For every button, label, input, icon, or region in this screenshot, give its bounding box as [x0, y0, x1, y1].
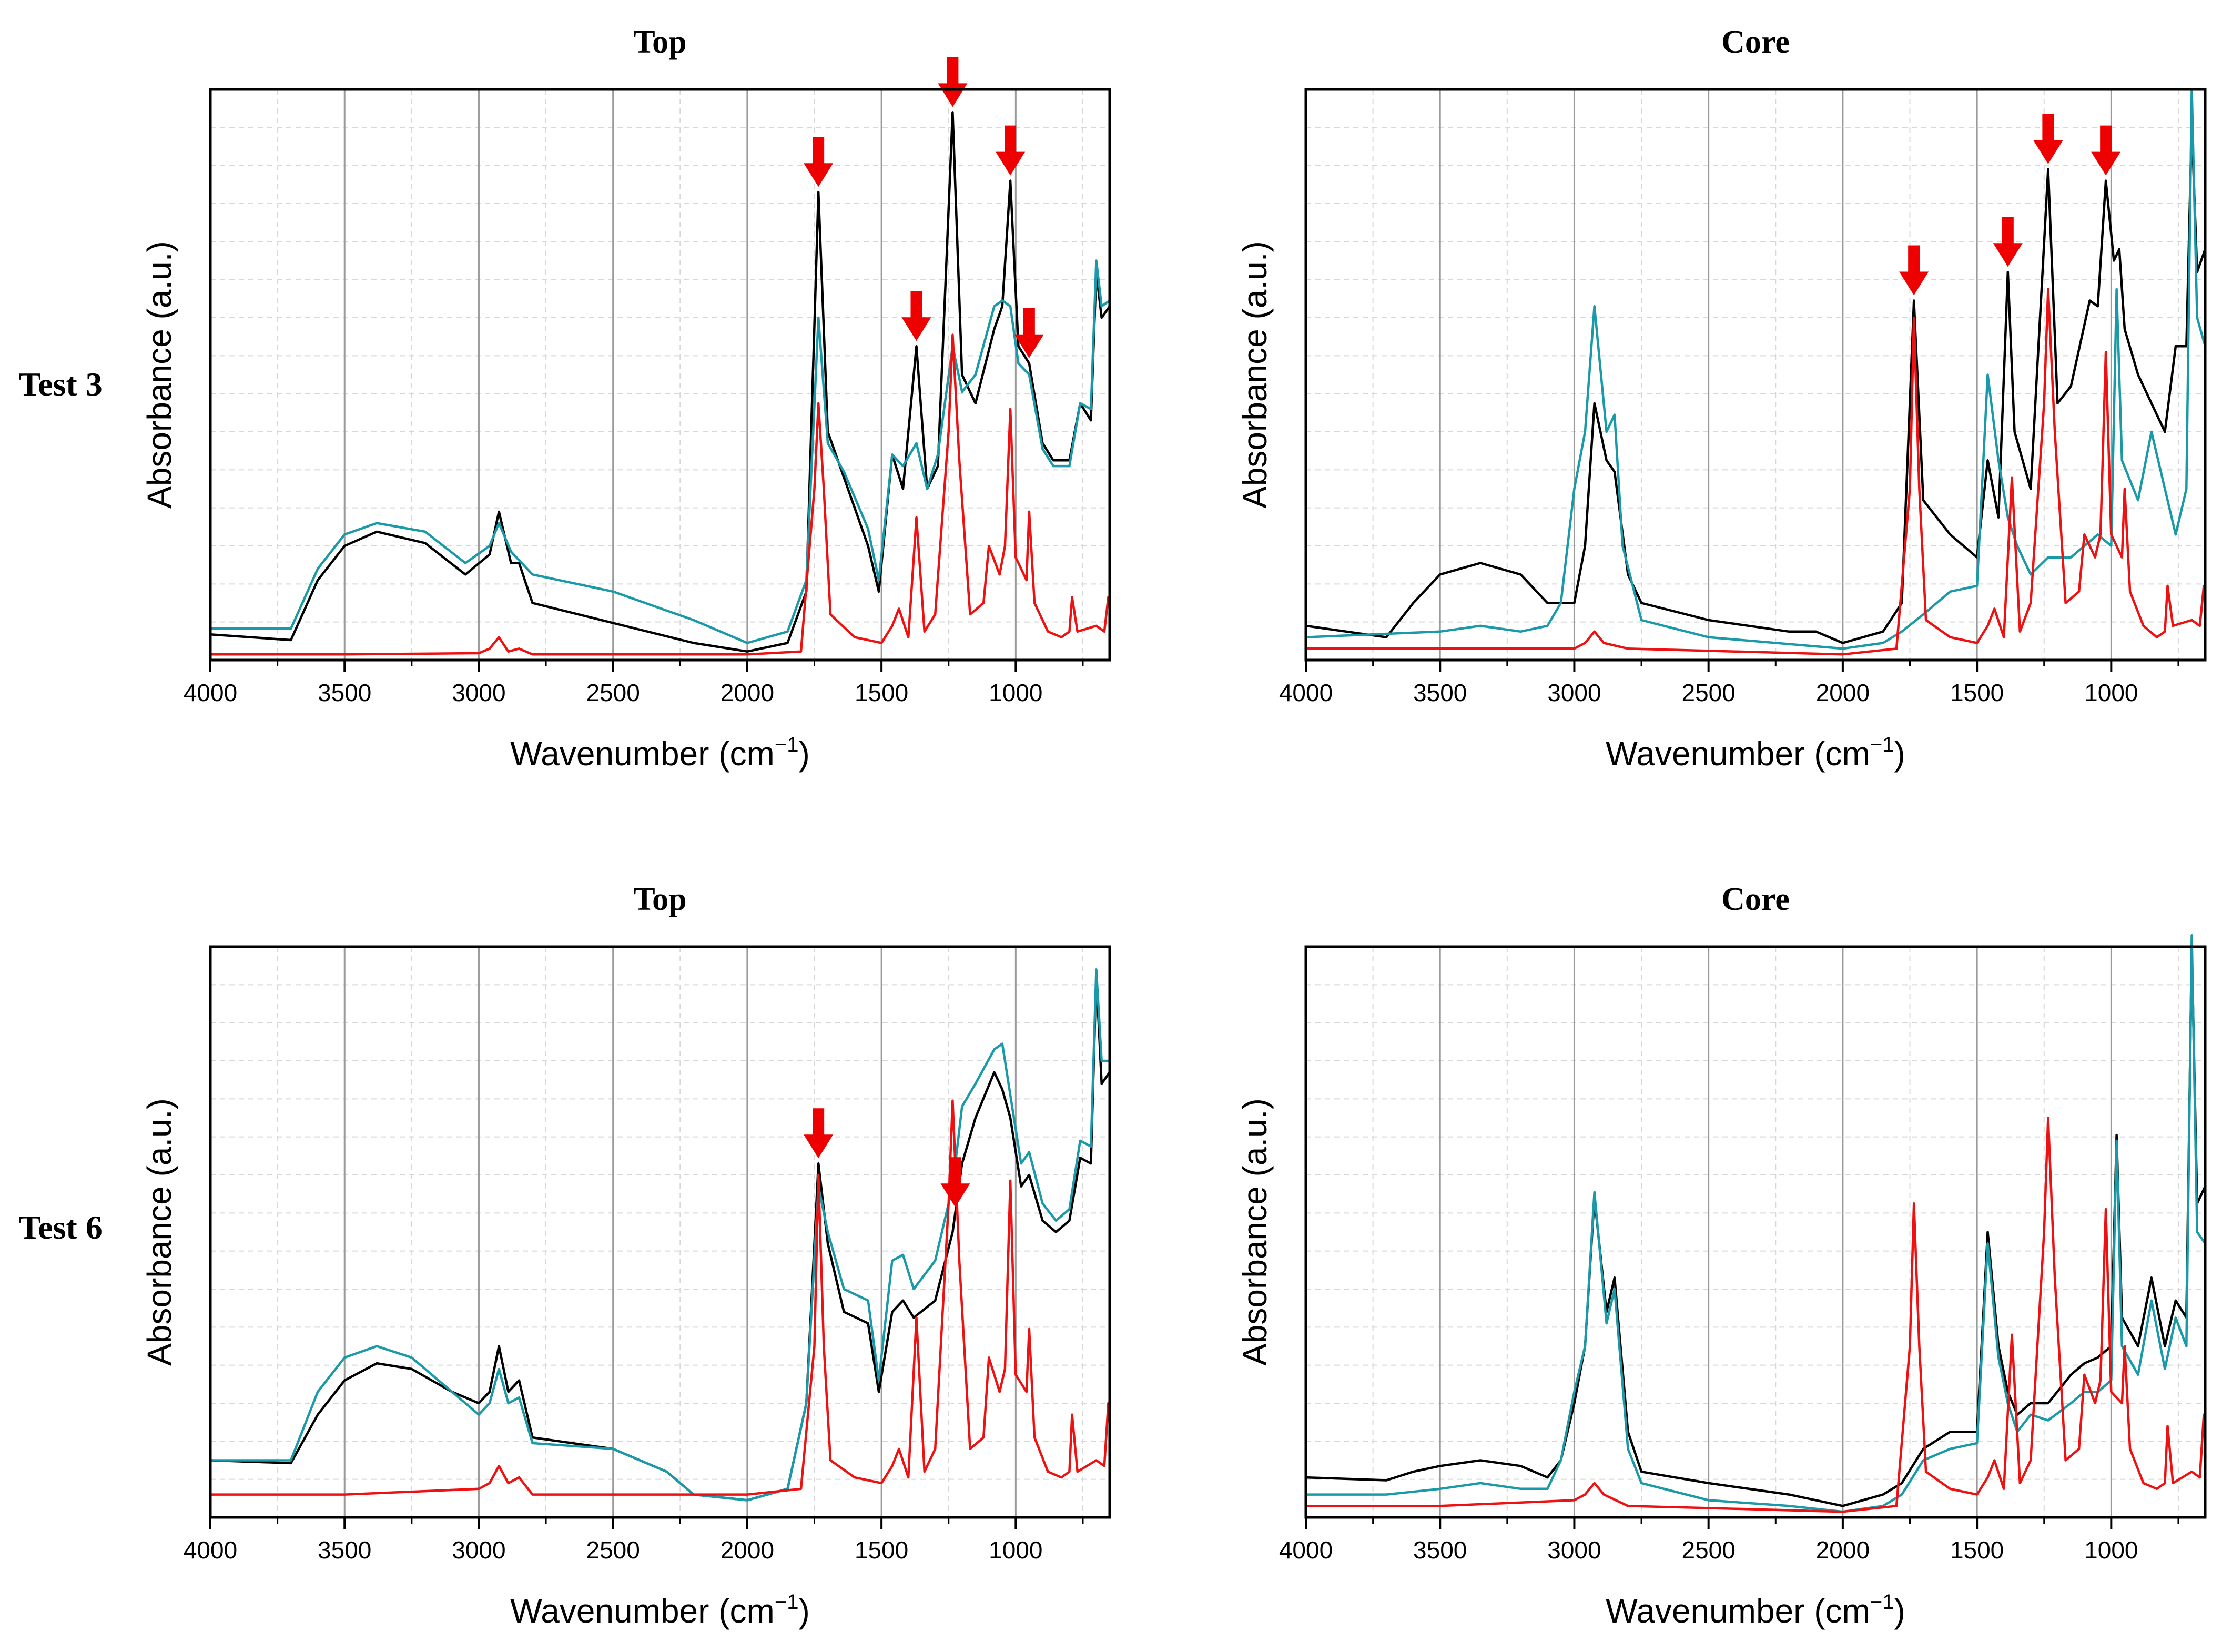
spectrum-series-3 [210, 333, 1111, 656]
spectrum-series-3 [1306, 1117, 2207, 1513]
panel-title: Top [633, 24, 686, 60]
y-axis-title: Absorbance (a.u.) [140, 1098, 178, 1366]
peak-arrow [2091, 125, 2121, 176]
x-tick-label: 4000 [1279, 1536, 1333, 1564]
x-tick-label: 2000 [721, 679, 774, 706]
panel-title: Top [633, 881, 686, 917]
peak-arrow [1899, 245, 1929, 296]
x-tick-label: 3500 [1413, 1536, 1467, 1564]
peak-arrow [804, 137, 834, 187]
panel-title: Core [1721, 24, 1790, 60]
x-tick-label: 3000 [452, 1536, 505, 1564]
row-label-test-6: Test 6 [18, 1209, 102, 1246]
spectrum-series-2 [210, 968, 1110, 1502]
y-axis-title: Absorbance (a.u.) [140, 241, 178, 509]
panel-title: Core [1721, 881, 1790, 917]
peak-arrow [1014, 308, 1044, 358]
x-tick-label: 2500 [586, 679, 640, 706]
row-label-test-3: Test 3 [18, 366, 102, 403]
x-tick-label: 3000 [1547, 1536, 1601, 1564]
spectrum-series-3 [210, 1099, 1110, 1496]
plot-frame [209, 945, 1111, 1519]
plot-frame [1304, 945, 2207, 1519]
x-tick-label: 1000 [2084, 679, 2138, 706]
x-tick-label: 1000 [989, 679, 1042, 706]
chart-panel-2: 4000 3500 3000 2500 2000 1500 1000 Core Wavenumb… [1236, 24, 2207, 773]
x-tick-label: 1500 [855, 1536, 908, 1564]
chart-panel-3: 4000 3500 3000 2500 2000 1500 1000 Top Wavenumbe… [140, 881, 1111, 1630]
peak-arrow [938, 57, 968, 107]
x-tick-label: 2500 [586, 1536, 640, 1564]
x-tick-label: 3500 [318, 679, 371, 706]
plot-frame [209, 88, 1111, 662]
x-axis-title: Wavenumber (cm−1) [510, 733, 810, 773]
row-labels: Test 3 Test 6 [18, 366, 102, 1246]
x-axis-title: Wavenumber (cm−1) [1606, 1590, 1905, 1630]
x-tick-label: 1500 [1950, 1536, 2004, 1564]
spectrum-series-2 [1306, 934, 2206, 1513]
y-axis-title: Absorbance (a.u.) [1236, 1098, 1274, 1366]
spectrum-series-1 [210, 974, 1111, 1502]
x-tick-label: 4000 [184, 679, 237, 706]
spectrum-series-2 [1305, 88, 2207, 650]
peak-arrow [940, 1157, 970, 1208]
x-tick-label: 2500 [1681, 1536, 1735, 1564]
x-tick-label: 3000 [1547, 679, 1601, 706]
peak-arrow [901, 291, 931, 341]
y-axis-title: Absorbance (a.u.) [1236, 241, 1274, 509]
spectrum-series-2 [210, 259, 1111, 644]
x-tick-label: 4000 [1279, 679, 1333, 706]
x-tick-label: 4000 [184, 1536, 237, 1564]
x-tick-label: 2000 [1816, 679, 1870, 706]
x-tick-label: 3500 [318, 1536, 371, 1564]
chart-panel-4: 4000 3500 3000 2500 2000 1500 1000 Core Wavenumb… [1236, 881, 2207, 1630]
plot-frame [1304, 88, 2207, 662]
x-tick-label: 2000 [1816, 1536, 1870, 1564]
x-tick-label: 1500 [1950, 679, 2004, 706]
peak-arrow [2033, 114, 2063, 164]
spectrum-series-1 [1305, 122, 2207, 644]
peak-arrow [804, 1108, 834, 1159]
x-tick-label: 1000 [989, 1536, 1042, 1564]
chart-panel-1: 4000 3500 3000 2500 2000 1500 1000 Top Wavenumbe… [140, 24, 1111, 773]
panels: 4000 3500 3000 2500 2000 1500 1000 Top Wavenumbe… [140, 24, 2207, 1630]
x-axis-title: Wavenumber (cm−1) [510, 1590, 810, 1630]
x-tick-label: 3500 [1413, 679, 1467, 706]
x-tick-label: 2000 [721, 1536, 774, 1564]
peak-arrow [1993, 217, 2023, 267]
x-tick-label: 1500 [855, 679, 908, 706]
x-tick-label: 1000 [2084, 1536, 2138, 1564]
x-tick-label: 3000 [452, 679, 505, 706]
spectrum-series-3 [1306, 288, 2207, 656]
x-axis-title: Wavenumber (cm−1) [1606, 733, 1905, 773]
peak-arrow [996, 125, 1026, 176]
x-tick-label: 2500 [1681, 679, 1735, 706]
